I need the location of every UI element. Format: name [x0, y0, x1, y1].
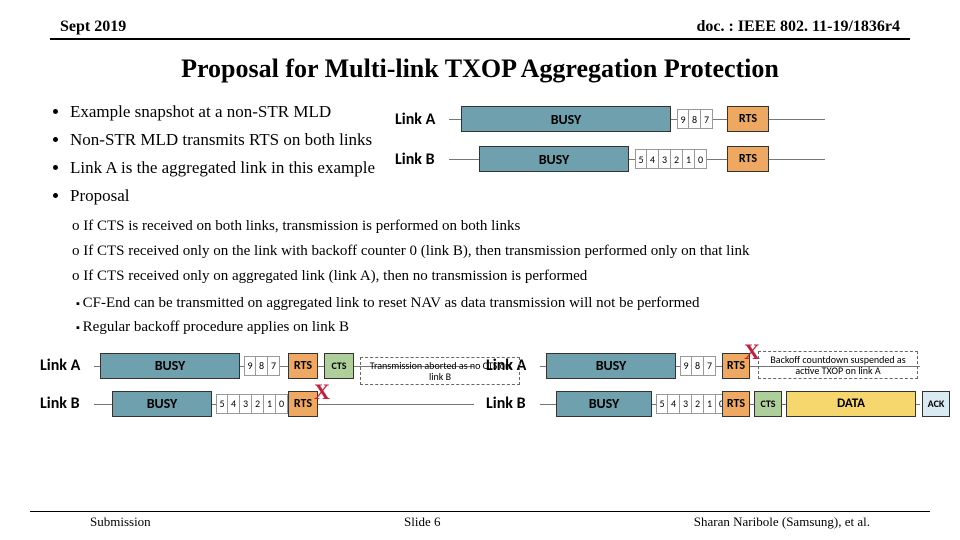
cts-block: CTS: [324, 353, 354, 379]
slide-header: Sept 2019 doc. : IEEE 802. 11-19/1836r4: [50, 18, 910, 40]
rts-block: RTS: [288, 353, 318, 379]
x-mark-icon: X: [314, 379, 330, 405]
footer-right: Sharan Naribole (Samsung), et al.: [694, 514, 870, 530]
busy-block: BUSY: [546, 353, 676, 379]
linkB-label: Link B: [395, 150, 449, 169]
slide-footer: Submission Slide 6 Sharan Naribole (Sams…: [30, 511, 930, 530]
busy-block: BUSY: [100, 353, 240, 379]
linkA-label: Link A: [395, 110, 449, 129]
counter-b: 543210: [635, 149, 707, 169]
counter-b: 543210: [656, 394, 728, 414]
main-bullets: Example snapshot at a non-STR MLD Non-ST…: [40, 98, 375, 210]
linkB-label: Link B: [486, 394, 540, 413]
footer-left: Submission: [90, 514, 151, 530]
busy-block: BUSY: [461, 106, 671, 132]
subsub-bullets: CF-End can be transmitted on aggregated …: [62, 293, 920, 339]
cts-block: CTS: [754, 391, 782, 417]
diagram-bottom-left: Link A BUSY 987 RTS CTS Transmission abo…: [40, 351, 474, 419]
diagram-bottom-right: Link A BUSY 987 RTS X Backoff countdown …: [486, 351, 920, 419]
footer-center: Slide 6: [404, 514, 440, 530]
note-abort: Transmission aborted as no CTS on link B: [360, 357, 520, 385]
data-block: DATA: [786, 391, 916, 417]
diagram-top: Link A BUSY 987 RTS Link B BUSY 543210 R…: [395, 104, 825, 210]
counter-a: 987: [244, 356, 280, 376]
ack-block: ACK: [922, 391, 950, 417]
busy-block: BUSY: [479, 146, 629, 172]
busy-block: BUSY: [556, 391, 652, 417]
bullet-3: Proposal: [70, 182, 375, 210]
busy-block: BUSY: [112, 391, 212, 417]
header-doc: doc. : IEEE 802. 11-19/1836r4: [696, 18, 900, 36]
bullet-0: Example snapshot at a non-STR MLD: [70, 98, 375, 126]
sub-1: If CTS received only on the link with ba…: [92, 241, 920, 263]
header-date: Sept 2019: [60, 18, 126, 36]
sub-0: If CTS is received on both links, transm…: [92, 216, 920, 238]
bullet-1: Non-STR MLD transmits RTS on both links: [70, 126, 375, 154]
subsub-0: CF-End can be transmitted on aggregated …: [94, 293, 920, 315]
counter-b: 543210: [216, 394, 288, 414]
rts-block: RTS: [722, 391, 750, 417]
sub-bullets: If CTS is received on both links, transm…: [68, 216, 920, 287]
rts-block: RTS: [727, 146, 769, 172]
counter-a: 987: [680, 356, 716, 376]
bottom-diagrams: Link A BUSY 987 RTS CTS Transmission abo…: [40, 351, 920, 419]
linkA-label: Link A: [40, 356, 94, 375]
linkB-label: Link B: [40, 394, 94, 413]
sub-2: If CTS received only on aggregated link …: [92, 266, 920, 288]
counter-a: 987: [677, 109, 713, 129]
note-suspend: Backoff countdown suspended as active TX…: [758, 351, 918, 379]
subsub-1: Regular backoff procedure applies on lin…: [94, 317, 920, 339]
bullet-2: Link A is the aggregated link in this ex…: [70, 154, 375, 182]
rts-block: RTS: [727, 106, 769, 132]
page-title: Proposal for Multi-link TXOP Aggregation…: [40, 54, 920, 84]
